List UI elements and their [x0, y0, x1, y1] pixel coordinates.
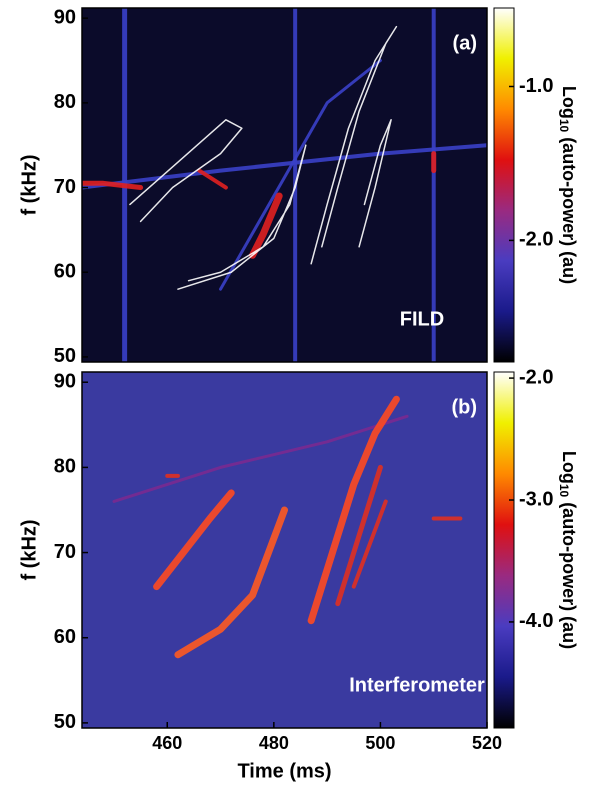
ridge — [219, 59, 382, 291]
plot-frame — [81, 7, 488, 363]
colorbar-tick-label: -4.0 — [519, 610, 553, 632]
annotation: Interferometer — [349, 674, 485, 696]
colorbar-label-suffix: (auto-power) (au) — [559, 497, 579, 649]
y-tick-label: 90 — [54, 6, 76, 28]
y-axis-label: f (kHz) — [18, 519, 40, 580]
ridge — [358, 119, 392, 248]
spectrogram-features — [82, 8, 487, 362]
ridge — [310, 25, 398, 265]
x-axis-label: Time (ms) — [237, 760, 331, 782]
y-tick-label: 80 — [54, 91, 76, 113]
colorbar-label-prefix: Log — [559, 86, 579, 119]
ridge — [351, 499, 388, 589]
y-tick-label: 50 — [54, 345, 76, 367]
ridge — [112, 414, 409, 503]
colorbar-label: Log10 (auto-power) (au) — [557, 451, 579, 649]
y-tick-label: 50 — [54, 711, 76, 733]
colorbar-label-sub: 10 — [557, 119, 571, 133]
ridge — [307, 395, 400, 625]
ridge — [82, 180, 144, 191]
plot-background — [82, 8, 487, 362]
colorbar-label-sub: 10 — [557, 484, 571, 498]
colorbar-tick-label: -1.0 — [519, 75, 553, 97]
ridge — [177, 144, 307, 290]
y-tick-label: 80 — [54, 456, 76, 478]
ridge — [249, 192, 283, 259]
colorbar-tick-label: -3.0 — [519, 488, 553, 510]
x-tick-label: 500 — [365, 733, 395, 753]
spectrogram-features — [112, 395, 463, 659]
colorbar-tick-label: -2.0 — [519, 366, 553, 388]
x-tick-label: 520 — [472, 733, 502, 753]
plot-background — [82, 372, 487, 728]
colorbar-tick-label: -2.0 — [519, 229, 553, 251]
y-tick-label: 60 — [54, 261, 76, 283]
colorbar-label-suffix: (auto-power) (au) — [559, 132, 579, 284]
plot-frame — [81, 371, 488, 729]
colorbar — [493, 7, 515, 363]
y-axis-label: f (kHz) — [18, 154, 40, 215]
panel-label: (b) — [451, 396, 477, 418]
ridge — [153, 489, 235, 591]
colorbar-label: Log10 (auto-power) (au) — [557, 86, 579, 284]
ridge — [335, 464, 383, 607]
annotation: FILD — [400, 308, 444, 330]
y-tick-label: 90 — [54, 371, 76, 393]
ridge — [174, 506, 288, 659]
y-tick-label: 70 — [54, 176, 76, 198]
y-tick-label: 70 — [54, 541, 76, 563]
panel-label: (a) — [453, 32, 477, 54]
colorbar — [493, 371, 515, 729]
y-tick-label: 60 — [54, 626, 76, 648]
ridge — [197, 168, 228, 190]
x-tick-label: 480 — [259, 733, 289, 753]
x-tick-label: 460 — [152, 733, 182, 753]
ridge — [129, 119, 243, 223]
colorbar-label-prefix: Log — [559, 451, 579, 484]
